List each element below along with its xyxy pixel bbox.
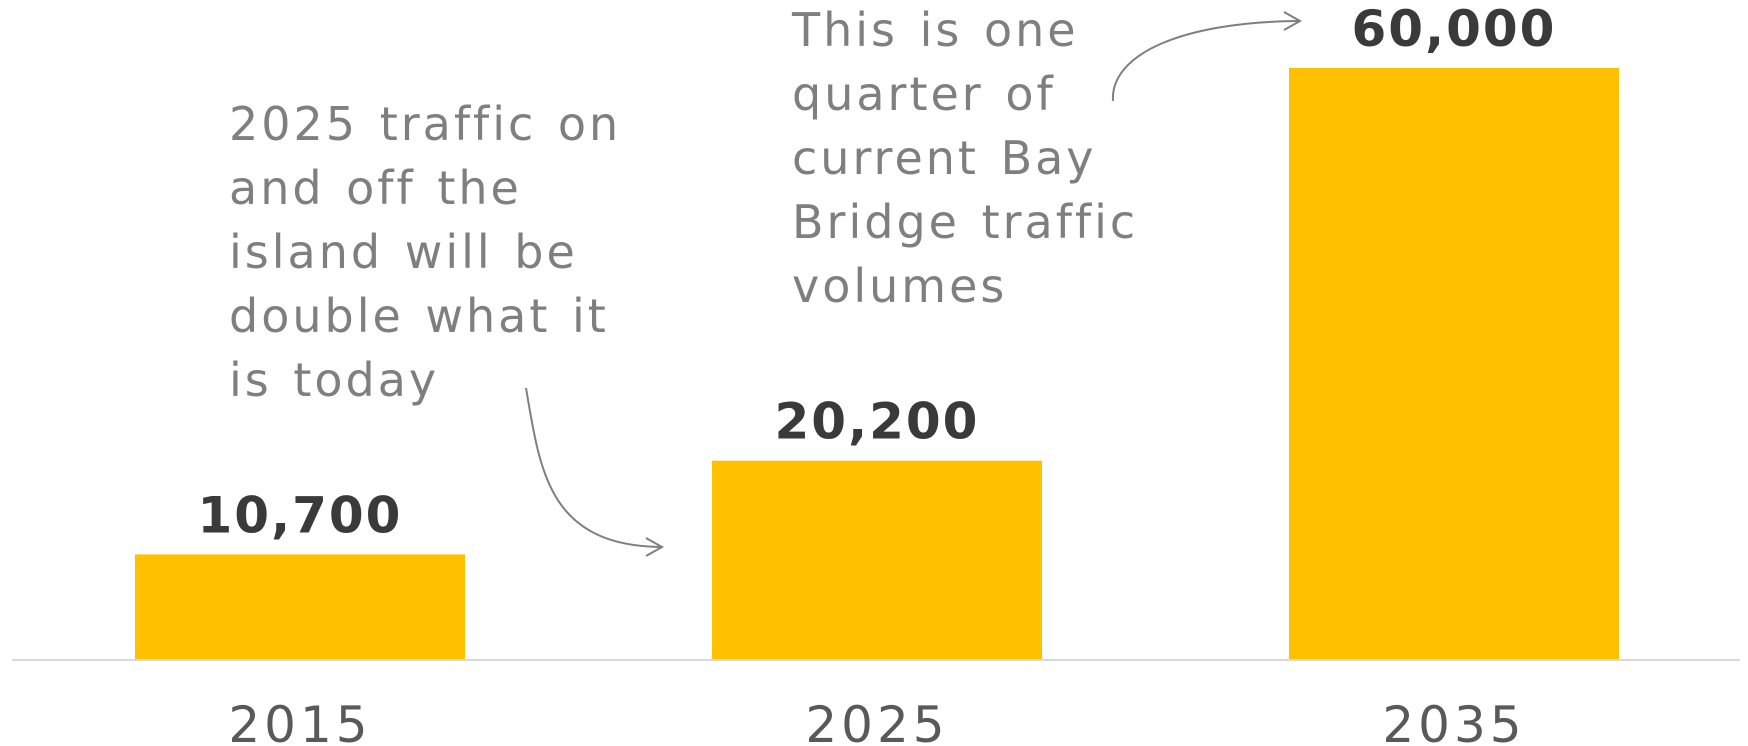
bar-2015 <box>135 554 465 660</box>
value-labels-group: 10,700 20,200 60,000 <box>198 0 1557 544</box>
value-label-2015: 10,700 <box>198 486 403 544</box>
annotation-arrowhead-2025 <box>645 537 665 557</box>
bar-2035 <box>1289 68 1619 660</box>
value-label-2025: 20,200 <box>775 393 980 451</box>
x-tick-label-2025: 2025 <box>805 696 948 746</box>
annotation-2025-traffic-double: 2025 traffic on and off the island will … <box>229 97 622 407</box>
annotation-arrow-2025 <box>525 387 661 548</box>
x-tick-label-2035: 2035 <box>1382 696 1525 746</box>
annotation-arrow-2035 <box>1111 20 1299 102</box>
bar-2025 <box>712 460 1042 660</box>
x-tick-label-2015: 2015 <box>228 696 371 746</box>
bars-group <box>135 68 1619 660</box>
annotation-arrowhead-2035 <box>1283 11 1303 31</box>
annotation-2035-bay-bridge-quarter: This is one quarter of current Bay Bridg… <box>792 3 1139 313</box>
x-tick-labels-group: 2015 2025 2035 <box>228 696 1525 746</box>
value-label-2035: 60,000 <box>1352 0 1557 58</box>
